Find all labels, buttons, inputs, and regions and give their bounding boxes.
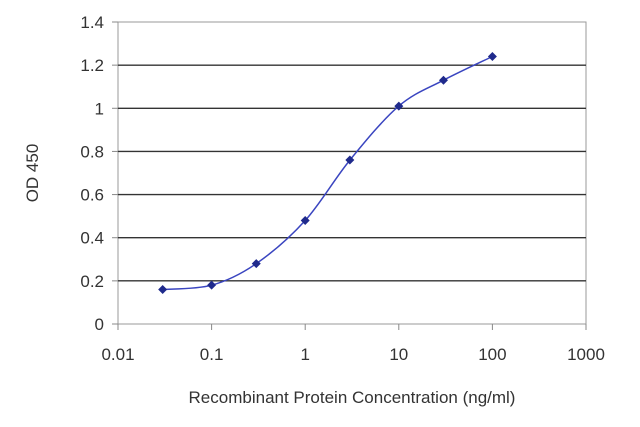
y-tick-label: 0 [95,315,104,334]
data-point [251,259,261,269]
data-point [438,75,448,85]
data-point [487,52,497,62]
data-point [345,155,355,165]
x-axis-label: Recombinant Protein Concentration (ng/ml… [189,388,516,407]
y-tick-label: 1 [95,99,104,118]
x-tick-label: 0.01 [101,345,134,364]
x-tick-label: 1000 [567,345,605,364]
y-tick-label: 1.2 [80,56,104,75]
x-axis-ticks: 0.01 0.1 1 10 100 1000 [101,324,605,364]
y-tick-label: 0.8 [80,142,104,161]
x-tick-label: 10 [389,345,408,364]
y-tick-label: 0.4 [80,229,104,248]
y-tick-label: 0.6 [80,186,104,205]
fit-curve [162,55,493,291]
y-tick-label: 0.2 [80,272,104,291]
x-tick-label: 100 [478,345,506,364]
data-point [300,215,310,225]
x-tick-label: 1 [300,345,309,364]
y-axis-label: OD 450 [23,144,42,203]
x-tick-label: 0.1 [200,345,224,364]
gridlines [118,64,586,282]
data-points [158,52,497,294]
data-point [158,284,168,294]
plot-frame [117,21,587,325]
data-point [394,101,404,111]
data-point [207,280,217,290]
y-axis-ticks: 0 0.2 0.4 0.6 0.8 1 1.2 1.4 [80,13,118,334]
y-tick-label: 1.4 [80,13,104,32]
